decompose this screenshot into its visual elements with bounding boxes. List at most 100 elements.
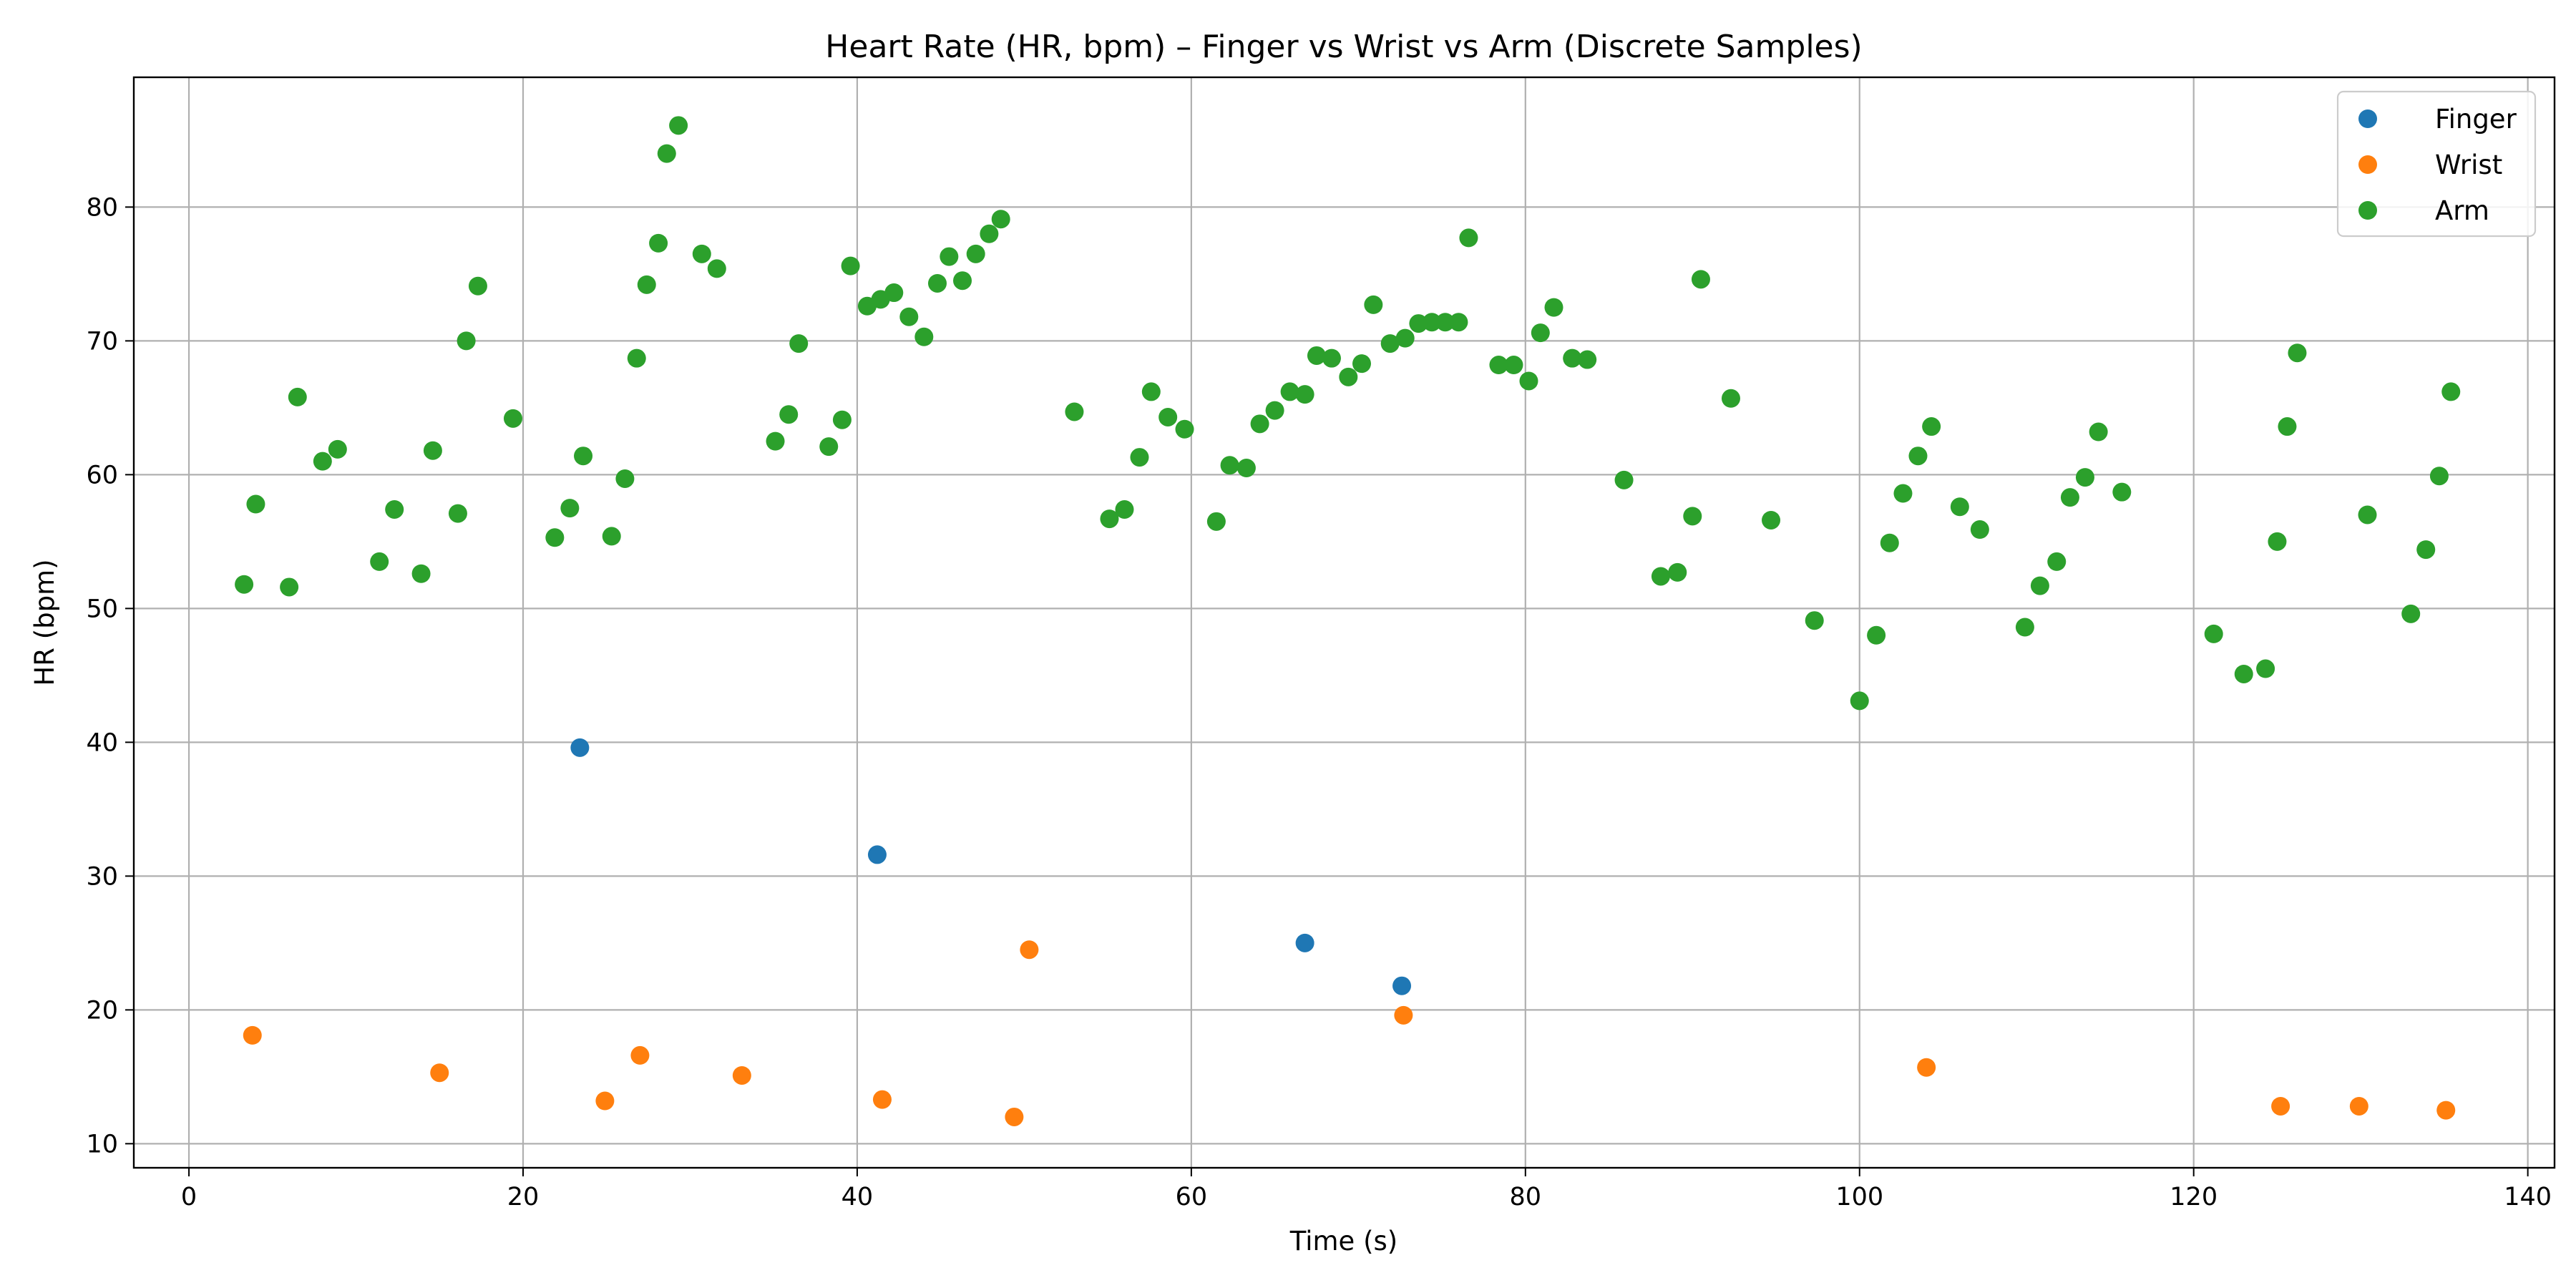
arm-point-5: [328, 439, 347, 459]
data-points: [235, 116, 2461, 1126]
arm-point-71: [1519, 371, 1538, 391]
arm-point-76: [1614, 470, 1634, 489]
wrist-point-0: [243, 1025, 262, 1045]
arm-point-64: [1409, 314, 1428, 333]
arm-point-89: [1922, 417, 1941, 436]
arm-point-43: [1065, 402, 1084, 421]
arm-point-49: [1175, 419, 1194, 439]
arm-point-63: [1395, 328, 1415, 348]
x-tick-label: 0: [181, 1183, 197, 1211]
arm-point-20: [637, 275, 656, 294]
arm-point-108: [2429, 467, 2449, 486]
x-tick-label: 100: [1835, 1183, 1883, 1211]
y-tick-label: 20: [86, 996, 118, 1025]
legend: Finger Wrist Arm: [2336, 90, 2537, 238]
arm-point-30: [832, 410, 852, 429]
arm-point-48: [1158, 407, 1178, 426]
arm-point-28: [789, 334, 809, 353]
arm-point-0: [235, 575, 254, 594]
arm-point-85: [1867, 625, 1886, 645]
y-tick-label: 50: [86, 595, 118, 623]
arm-point-7: [385, 499, 404, 519]
y-tick-label: 10: [86, 1130, 118, 1158]
arm-point-98: [2112, 482, 2132, 502]
arm-point-26: [766, 431, 785, 451]
wrist-point-10: [2271, 1096, 2290, 1116]
legend-label-wrist: Wrist: [2435, 150, 2502, 180]
arm-point-86: [1880, 533, 1899, 552]
arm-point-53: [1250, 414, 1269, 434]
arm-point-16: [574, 447, 593, 466]
arm-point-4: [313, 452, 332, 471]
y-axis-label: HR (bpm): [29, 559, 60, 686]
arm-point-27: [779, 405, 799, 424]
wrist-point-1: [430, 1063, 449, 1083]
arm-point-38: [940, 247, 959, 266]
grid-lines: [134, 77, 2555, 1168]
arm-point-74: [1563, 348, 1582, 368]
arm-point-59: [1339, 367, 1358, 386]
arm-point-51: [1220, 456, 1239, 475]
arm-point-84: [1850, 691, 1869, 711]
arm-point-12: [468, 276, 487, 296]
legend-label-arm: Arm: [2435, 195, 2489, 226]
wrist-point-5: [872, 1090, 892, 1109]
wrist-point-7: [1020, 940, 1039, 960]
arm-point-46: [1130, 448, 1149, 467]
arm-point-102: [2268, 532, 2287, 551]
arm-point-39: [953, 271, 972, 291]
arm-point-45: [1115, 499, 1134, 519]
arm-point-41: [980, 224, 999, 243]
arm-point-66: [1435, 313, 1455, 332]
arm-point-9: [423, 441, 442, 460]
arm-point-58: [1322, 348, 1341, 368]
arm-point-61: [1364, 295, 1383, 314]
wrist-point-11: [2349, 1096, 2368, 1116]
arm-point-21: [649, 233, 668, 253]
wrist-point-12: [2436, 1101, 2456, 1120]
arm-point-73: [1544, 298, 1563, 317]
arm-point-37: [927, 273, 947, 293]
arm-point-80: [1691, 270, 1710, 289]
arm-point-23: [669, 116, 688, 135]
arm-point-17: [602, 527, 621, 546]
arm-point-11: [457, 331, 476, 351]
arm-point-2: [280, 577, 299, 597]
arm-point-69: [1489, 356, 1508, 375]
arm-point-14: [545, 528, 565, 547]
arm-point-60: [1352, 354, 1372, 374]
arm-point-88: [1908, 447, 1928, 466]
arm-point-101: [2256, 659, 2275, 678]
arm-point-47: [1141, 382, 1161, 401]
finger-point-1: [867, 845, 887, 864]
finger-point-0: [570, 738, 590, 757]
x-axis-label: Time (s): [1289, 1226, 1397, 1257]
arm-point-96: [2075, 468, 2094, 487]
arm-point-56: [1295, 385, 1314, 404]
arm-point-6: [370, 552, 389, 571]
legend-marker-arm: [2358, 201, 2377, 220]
arm-point-93: [2030, 576, 2049, 595]
arm-point-3: [288, 387, 307, 406]
arm-point-19: [627, 348, 646, 368]
finger-point-3: [1392, 976, 1412, 995]
arm-point-75: [1578, 350, 1597, 369]
x-tick-label: 80: [1510, 1183, 1542, 1211]
x-tick-label: 120: [2170, 1183, 2218, 1211]
y-tick-label: 70: [86, 327, 118, 356]
arm-point-95: [2060, 488, 2079, 507]
arm-point-82: [1762, 510, 1781, 530]
arm-point-99: [2204, 624, 2223, 643]
arm-point-10: [448, 504, 467, 523]
x-axis-ticks: 0 20 40 60 80 100 120 140: [181, 1168, 2552, 1211]
arm-point-87: [1893, 484, 1913, 503]
arm-point-1: [246, 494, 265, 514]
arm-point-94: [2047, 552, 2067, 571]
arm-point-105: [2358, 505, 2377, 525]
arm-point-109: [2441, 382, 2461, 401]
legend-marker-finger: [2358, 109, 2377, 128]
arm-point-97: [2089, 422, 2108, 441]
arm-point-77: [1651, 567, 1670, 586]
arm-point-62: [1380, 334, 1400, 353]
